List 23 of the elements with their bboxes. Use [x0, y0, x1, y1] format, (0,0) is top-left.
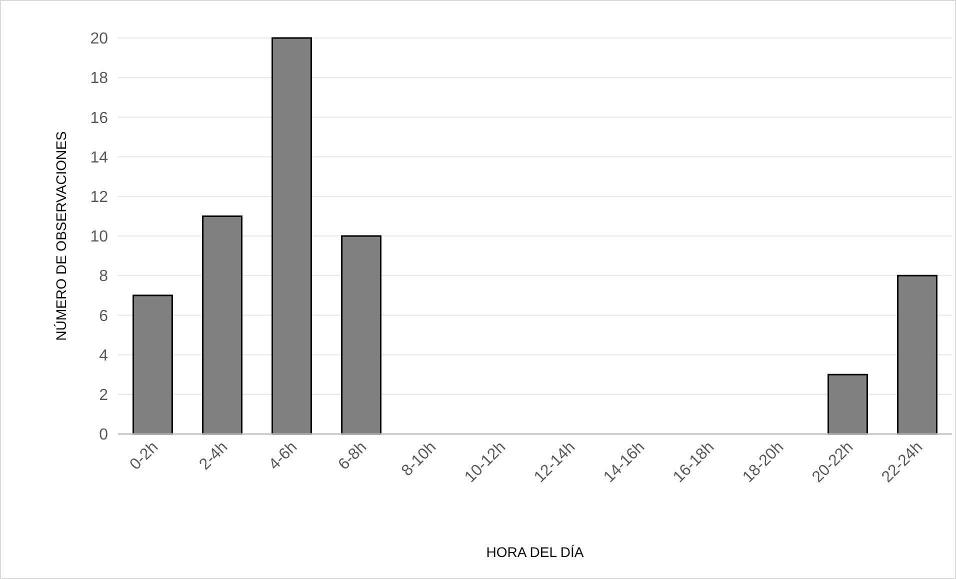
- x-tick-label: 0-2h: [126, 438, 162, 474]
- bar: [828, 374, 868, 435]
- y-tick-label: 8: [99, 268, 108, 286]
- y-tick-label: 20: [90, 30, 108, 48]
- bar: [272, 37, 312, 435]
- y-tick-label: 18: [90, 70, 108, 88]
- y-tick-label: 14: [90, 149, 108, 166]
- x-tick-label: 4-6h: [266, 438, 301, 474]
- bar: [132, 294, 173, 435]
- x-axis-title: HORA DEL DÍA: [486, 544, 584, 560]
- y-tick-label: 2: [99, 387, 108, 404]
- y-tick-label: 4: [99, 347, 108, 364]
- bar: [897, 274, 938, 435]
- x-tick-label: 6-8h: [335, 438, 370, 474]
- y-tick-label: 6: [99, 308, 108, 325]
- bar: [341, 235, 382, 435]
- y-tick-label: 16: [90, 110, 108, 127]
- y-tick-label: 0: [99, 426, 108, 444]
- y-axis-title: NÚMERO DE OBSERVACIONES: [53, 131, 69, 341]
- bar: [202, 215, 242, 435]
- y-tick-label: 10: [90, 228, 108, 246]
- y-tick-label: 12: [90, 189, 108, 206]
- x-tick-label: 2-4h: [196, 438, 232, 474]
